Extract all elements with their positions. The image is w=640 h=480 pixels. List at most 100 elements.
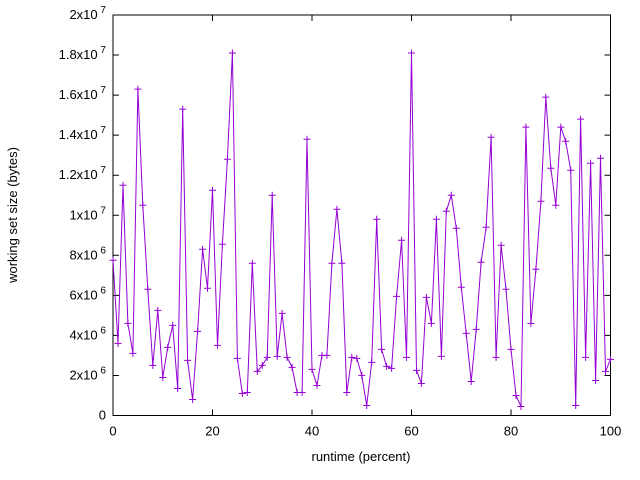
data-point-marker <box>328 259 336 267</box>
data-point-marker <box>572 402 580 409</box>
data-point-marker <box>567 166 575 174</box>
data-point-marker <box>542 93 550 101</box>
x-tick-label: 100 <box>600 424 622 439</box>
data-point-marker <box>368 358 376 366</box>
data-point-marker <box>154 306 162 314</box>
data-point-marker <box>537 197 545 205</box>
x-tick-label: 40 <box>305 424 319 439</box>
data-point-marker <box>432 215 440 223</box>
data-point-marker <box>209 186 216 194</box>
data-point-marker <box>482 223 490 231</box>
data-point-marker <box>139 201 147 209</box>
data-point-marker <box>283 353 291 361</box>
y-tick-label: 1.4x10 7 <box>59 125 107 142</box>
data-point-marker <box>562 137 570 145</box>
data-point-marker <box>233 354 241 362</box>
x-tick-label: 20 <box>205 424 219 439</box>
data-point-marker <box>124 319 132 327</box>
data-point-marker <box>164 343 172 351</box>
axis-tick-labels: 0 20 40 60 80 100 0 2x10 6 4x10 6 6x10 6 8x10 6 1x1… <box>59 5 622 439</box>
data-point-marker <box>472 325 480 333</box>
data-point-marker <box>532 265 540 273</box>
data-point-marker <box>492 353 500 361</box>
y-tick-label: 6x10 6 <box>69 285 106 302</box>
data-point-marker <box>199 245 207 253</box>
data-point-marker <box>442 207 450 215</box>
y-tick-label: 1.8x10 7 <box>59 45 107 62</box>
y-tick-label: 4x10 6 <box>69 325 106 342</box>
data-point-marker <box>278 309 286 317</box>
data-point-marker <box>248 259 256 267</box>
data-point-marker <box>263 353 271 361</box>
data-point-marker <box>383 362 391 370</box>
y-tick-label: 1x10 7 <box>69 205 106 222</box>
data-point-marker <box>308 365 316 373</box>
data-point-marker <box>358 371 366 379</box>
data-point-marker <box>273 352 281 360</box>
data-point-marker <box>149 361 157 369</box>
data-point-marker <box>363 402 371 409</box>
data-point-marker <box>243 389 251 396</box>
data-point-marker <box>497 241 505 249</box>
data-point-marker <box>393 292 401 300</box>
y-tick-label: 0 <box>99 408 106 423</box>
data-point-marker <box>333 205 341 213</box>
data-point-marker <box>253 367 261 375</box>
data-point-marker <box>408 49 415 57</box>
data-point-marker <box>159 374 167 381</box>
x-tick-label: 60 <box>404 424 418 439</box>
data-point-marker <box>228 49 236 57</box>
data-point-marker <box>582 353 590 361</box>
data-point-marker <box>413 366 420 374</box>
data-point-marker <box>557 123 565 131</box>
data-point-marker <box>597 154 604 162</box>
data-point-marker <box>422 293 430 301</box>
data-point-marker <box>204 284 211 292</box>
data-point-marker <box>184 356 192 364</box>
data-point-marker <box>214 341 221 349</box>
data-point-marker <box>223 155 231 163</box>
data-point-marker <box>303 135 311 143</box>
data-point-marker <box>507 345 515 353</box>
data-point-marker <box>602 367 609 375</box>
data-point-marker <box>587 159 595 167</box>
data-point-marker <box>403 353 410 361</box>
data-point-marker <box>517 403 525 410</box>
data-point-marker <box>487 133 495 141</box>
data-point-marker <box>194 327 202 335</box>
series-line <box>112 52 611 407</box>
data-point-marker <box>323 351 331 359</box>
x-axis-title: runtime (percent) <box>312 449 411 464</box>
data-point-marker <box>174 385 182 392</box>
data-point-marker <box>378 345 386 353</box>
data-point-marker <box>467 378 475 385</box>
data-point-marker <box>218 240 226 248</box>
data-point-marker <box>447 191 455 199</box>
data-point-marker <box>437 352 445 360</box>
y-tick-label: 2x10 7 <box>69 5 106 22</box>
data-point-marker <box>477 258 485 266</box>
data-point-marker <box>258 361 266 369</box>
data-point-marker <box>592 377 600 384</box>
data-point-marker <box>169 321 177 329</box>
data-point-marker <box>607 355 614 363</box>
y-tick-label: 2x10 6 <box>69 365 106 382</box>
data-point-marker <box>462 329 470 337</box>
data-point-marker <box>552 201 560 209</box>
x-tick-label: 0 <box>109 424 116 439</box>
data-point-marker <box>189 396 197 403</box>
data-point-marker <box>348 353 356 361</box>
data-point-marker <box>119 181 127 189</box>
data-point-marker <box>109 256 117 264</box>
data-point-marker <box>238 390 246 397</box>
data-point-marker <box>512 392 520 399</box>
data-series-line <box>109 49 614 410</box>
data-point-marker <box>502 285 510 293</box>
x-tick-label: 80 <box>504 424 518 439</box>
y-axis-title: working set size (bytes) <box>5 147 20 284</box>
data-point-marker <box>547 164 555 172</box>
y-tick-label: 8x10 6 <box>69 245 106 262</box>
data-point-marker <box>134 85 142 93</box>
